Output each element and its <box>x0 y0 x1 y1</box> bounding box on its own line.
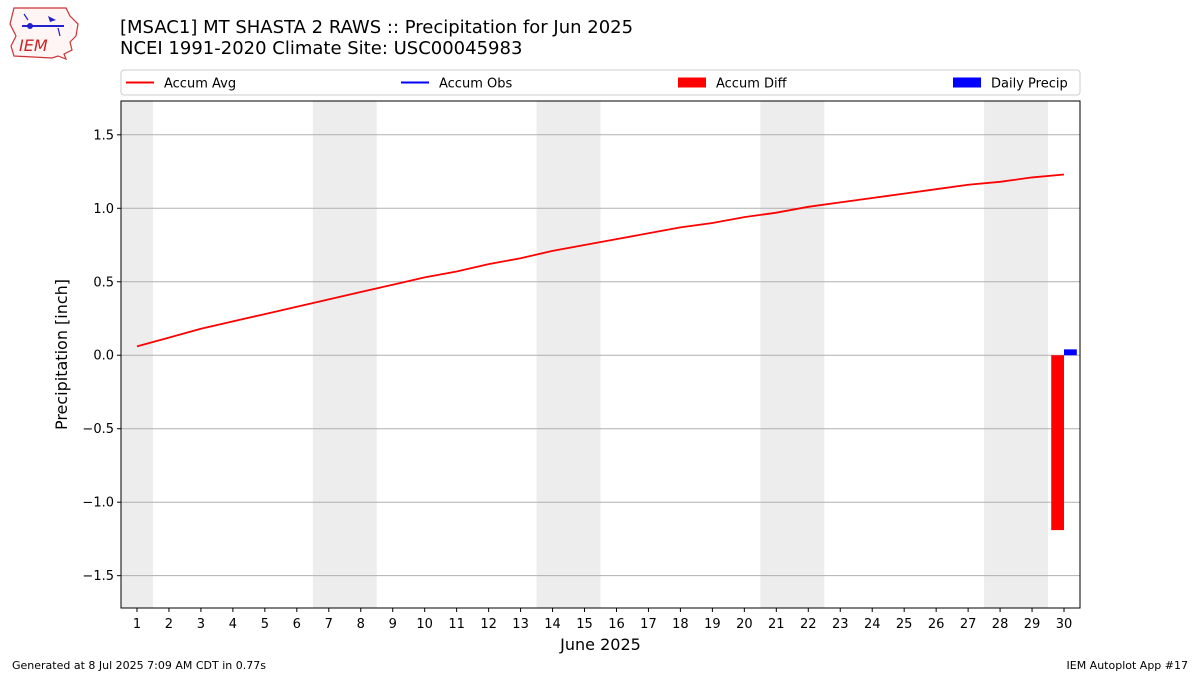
legend-label: Accum Avg <box>164 77 236 92</box>
y-tick-label: −0.5 <box>82 422 114 437</box>
x-tick-label: 11 <box>448 617 465 632</box>
x-tick-label: 1 <box>133 617 141 632</box>
x-tick-label: 10 <box>416 617 433 632</box>
legend-box <box>120 69 1081 96</box>
weekend-shade <box>312 101 377 608</box>
x-tick-label: 27 <box>960 617 977 632</box>
daily-precip-bar <box>1064 349 1077 356</box>
y-tick-label: 0.0 <box>93 349 114 364</box>
iem-logo: IEM <box>9 7 79 60</box>
y-axis-label: Precipitation [inch] <box>52 279 71 430</box>
x-tick-label: 12 <box>480 617 497 632</box>
chart-title: [MSAC1] MT SHASTA 2 RAWS :: Precipitatio… <box>120 17 633 59</box>
x-tick-label: 29 <box>1024 617 1041 632</box>
x-tick-label: 15 <box>576 617 593 632</box>
x-tick-label: 7 <box>325 617 333 632</box>
x-tick-label: 20 <box>736 617 753 632</box>
x-tick-label: 4 <box>229 617 237 632</box>
x-tick-label: 5 <box>261 617 269 632</box>
legend-swatch-bar <box>678 77 706 88</box>
weekend-shade <box>536 101 601 608</box>
weekend-shade <box>121 101 153 608</box>
weekend-shade <box>984 101 1049 608</box>
y-tick-label: 1.0 <box>93 202 114 217</box>
x-tick-label: 6 <box>293 617 301 632</box>
y-tick-label: −1.0 <box>82 496 114 511</box>
x-tick-label: 18 <box>672 617 689 632</box>
x-tick-label: 23 <box>832 617 849 632</box>
x-tick-label: 14 <box>544 617 561 632</box>
y-tick-label: −1.5 <box>82 569 114 584</box>
x-tick-label: 16 <box>608 617 625 632</box>
x-tick-label: 28 <box>992 617 1009 632</box>
x-tick-label: 26 <box>928 617 945 632</box>
x-tick-label: 19 <box>704 617 721 632</box>
title-line-2: NCEI 1991-2020 Climate Site: USC00045983 <box>120 38 523 59</box>
x-tick-label: 9 <box>389 617 397 632</box>
x-axis-label: June 2025 <box>559 635 641 654</box>
accum-diff-bar <box>1051 355 1065 531</box>
autoplot-app-label: IEM Autoplot App #17 <box>1066 659 1189 672</box>
x-tick-label: 2 <box>165 617 173 632</box>
x-tick-label: 24 <box>864 617 881 632</box>
plot-frame <box>120 100 1081 609</box>
legend-label: Accum Diff <box>716 77 788 92</box>
y-tick-label: 0.5 <box>93 275 114 290</box>
x-tick-label: 8 <box>357 617 365 632</box>
x-tick-label: 25 <box>896 617 913 632</box>
weekend-shade <box>760 101 825 608</box>
y-tick-label: 1.5 <box>93 128 114 143</box>
x-tick-label: 3 <box>197 617 205 632</box>
x-tick-label: 13 <box>512 617 529 632</box>
accum-avg-line <box>136 173 1065 348</box>
generated-timestamp: Generated at 8 Jul 2025 7:09 AM CDT in 0… <box>12 659 266 672</box>
x-tick-label: 17 <box>640 617 657 632</box>
title-line-1: [MSAC1] MT SHASTA 2 RAWS :: Precipitatio… <box>120 17 634 38</box>
logo-text: IEM <box>19 36 48 55</box>
legend-label: Daily Precip <box>991 77 1068 92</box>
x-tick-label: 21 <box>768 617 785 632</box>
x-tick-label: 22 <box>800 617 817 632</box>
x-tick-label: 30 <box>1056 617 1073 632</box>
legend-swatch-bar <box>953 77 981 88</box>
legend-label: Accum Obs <box>439 77 512 92</box>
